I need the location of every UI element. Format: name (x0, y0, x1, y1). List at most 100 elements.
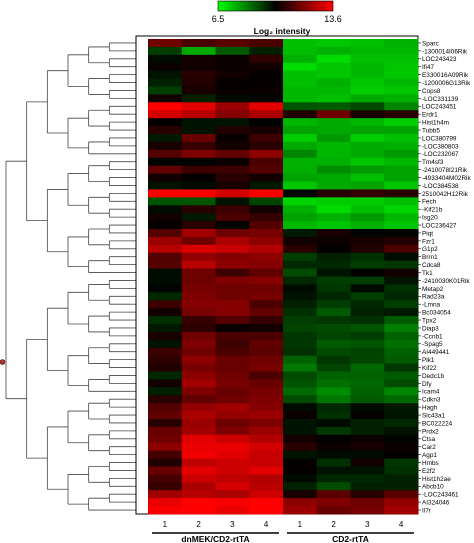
heatmap-cell (249, 141, 284, 151)
heatmap-cell (316, 276, 351, 285)
row-label: AI449441 (422, 349, 450, 356)
row-label: Fech (422, 199, 437, 206)
heatmap-cell (215, 419, 250, 428)
heatmap-cell (215, 86, 250, 95)
heatmap-cell (283, 134, 318, 143)
row-label: G1p2 (422, 246, 438, 253)
heatmap-cell (316, 229, 351, 238)
heatmap-cell (148, 110, 183, 119)
heatmap-cell (249, 86, 284, 95)
heatmap-cell (384, 268, 419, 277)
heatmap-cell (350, 62, 385, 72)
heatmap-cell (283, 403, 318, 412)
heatmap-cell (181, 205, 216, 214)
heatmap-cell (350, 213, 385, 222)
heatmap-cell (181, 221, 216, 230)
heatmap-cell (148, 442, 183, 452)
heatmap-cell (215, 331, 250, 341)
row-label: -LOC384538 (422, 183, 459, 190)
heatmap-cell (283, 434, 318, 444)
heatmap-cell (350, 379, 385, 388)
heatmap-cell (181, 284, 216, 293)
heatmap-cell (249, 54, 284, 64)
heatmap-cell (384, 205, 419, 214)
colorbar-max-label: 13.6 (324, 14, 342, 24)
heatmap-cell (384, 450, 419, 459)
heatmap-cell (350, 490, 385, 499)
heatmap-cell (181, 316, 216, 325)
row-label: Erdr1 (422, 112, 438, 119)
heatmap-cell (384, 419, 419, 428)
heatmap-cell (384, 62, 419, 72)
heatmap-cell (350, 110, 385, 119)
row-label: Prdx2 (422, 428, 439, 435)
heatmap-cell (148, 126, 183, 135)
heatmap-cell (316, 236, 351, 246)
heatmap-cell (148, 78, 183, 87)
heatmap-cell (283, 300, 318, 309)
heatmap-cell (249, 165, 284, 174)
heatmap-cell (283, 331, 318, 341)
heatmap-cell (384, 331, 419, 341)
heatmap-cell (249, 331, 284, 341)
heatmap-cell (215, 411, 250, 420)
row-label: E330016A09Rik (422, 72, 469, 79)
heatmap-cell (316, 205, 351, 214)
heatmap-cell (181, 324, 216, 333)
heatmap-cell (249, 134, 284, 143)
heatmap-cell (350, 450, 385, 459)
row-label: LOC380799 (422, 135, 457, 142)
heatmap-cell (384, 102, 419, 111)
heatmap-cell (249, 284, 284, 293)
row-label: BC022224 (422, 420, 453, 427)
heatmap-cell (350, 371, 385, 380)
heatmap-cell (148, 395, 183, 404)
heatmap-cell (283, 236, 318, 246)
heatmap-cell (181, 403, 216, 412)
heatmap-cell (181, 268, 216, 277)
heatmap-cell (283, 442, 318, 452)
heatmap-cell (249, 205, 284, 214)
heatmap-cell (215, 339, 250, 349)
heatmap-cell (215, 102, 250, 111)
heatmap-cell (148, 62, 183, 72)
row-label: Cdca8 (422, 262, 441, 269)
heatmap-cell (350, 126, 385, 135)
heatmap-cell (181, 181, 216, 190)
heatmap-cell (283, 339, 318, 349)
dendrogram-root-marker (0, 359, 6, 365)
heatmap-cell (283, 355, 318, 364)
heatmap-cell (350, 292, 385, 301)
row-label: Tk1 (422, 270, 433, 277)
heatmap-cell (350, 411, 385, 420)
heatmap-cell (316, 189, 351, 198)
heatmap-cell (181, 229, 216, 238)
heatmap-cell (350, 173, 385, 182)
heatmap-cell (249, 434, 284, 444)
colorbar-gradient (217, 0, 334, 12)
heatmap-cell (350, 387, 385, 396)
heatmap-cell (181, 236, 216, 246)
heatmap-cell (316, 442, 351, 452)
heatmap-cell (350, 118, 385, 127)
heatmap-cell (384, 411, 419, 420)
row-label: Cdkn3 (422, 397, 441, 404)
heatmap-cell (384, 276, 419, 285)
heatmap-cell (249, 458, 284, 467)
heatmap-cell (148, 260, 183, 269)
heatmap-cell (316, 506, 351, 515)
heatmap-cell (148, 403, 183, 412)
heatmap-cell (181, 395, 216, 404)
heatmap-cell (316, 213, 351, 222)
heatmap-cell (283, 458, 318, 467)
column-label: 1 (163, 520, 168, 529)
row-label: -LOC331139 (422, 96, 459, 103)
heatmap-cell (249, 347, 284, 357)
heatmap-cell (350, 347, 385, 357)
heatmap-cell (249, 46, 284, 56)
heatmap-cell (283, 252, 318, 262)
heatmap-cell (384, 300, 419, 309)
heatmap-cell (316, 411, 351, 420)
heatmap-cell (316, 458, 351, 467)
heatmap-cell (215, 308, 250, 317)
